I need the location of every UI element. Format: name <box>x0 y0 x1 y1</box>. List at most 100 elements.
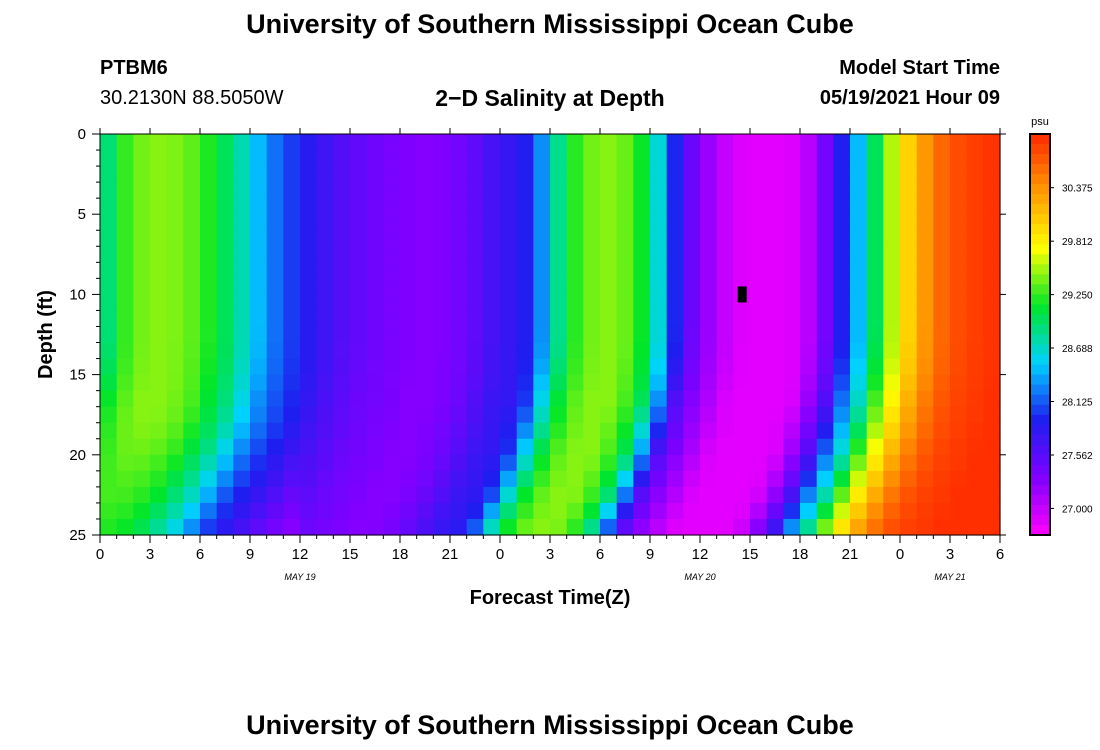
heatmap-cell <box>833 198 851 215</box>
heatmap-cell <box>450 198 468 215</box>
heatmap-cell <box>716 246 734 263</box>
heatmap-cell <box>300 182 318 199</box>
heatmap-cell <box>150 502 168 520</box>
heatmap-cell <box>350 406 368 424</box>
heatmap-cell <box>266 246 284 263</box>
heatmap-cell <box>250 342 268 360</box>
colorbar-swatch <box>1030 354 1050 366</box>
heatmap-cell <box>200 214 218 231</box>
heatmap-cell <box>333 470 351 488</box>
heatmap-cell <box>416 438 434 456</box>
heatmap-cell <box>950 358 968 376</box>
heatmap-cell <box>966 518 984 536</box>
heatmap-cell <box>583 374 601 392</box>
colorbar-swatch <box>1030 444 1050 456</box>
heatmap-cell <box>283 438 301 456</box>
heatmap-cell <box>450 150 468 167</box>
heatmap-cell <box>800 518 818 536</box>
heatmap-cell <box>816 230 834 247</box>
heatmap-cell <box>666 214 684 231</box>
heatmap-cell <box>233 182 251 199</box>
heatmap-cell <box>233 486 251 504</box>
heatmap-cell <box>683 182 701 199</box>
heatmap-cell <box>900 374 918 392</box>
heatmap-cell <box>833 262 851 279</box>
heatmap-cell <box>116 358 134 376</box>
heatmap-cell <box>966 374 984 392</box>
heatmap-cell <box>566 454 584 472</box>
heatmap-cell <box>100 294 118 312</box>
heatmap-cell <box>916 198 934 215</box>
heatmap-cell <box>700 470 718 488</box>
heatmap-cell <box>450 486 468 504</box>
heatmap-cell <box>650 406 668 424</box>
heatmap-cell <box>900 422 918 440</box>
heatmap-cell <box>283 390 301 408</box>
heatmap-cell <box>250 230 268 247</box>
heatmap-cell <box>383 278 401 295</box>
heatmap-cell <box>416 182 434 199</box>
heatmap-cell <box>100 278 118 295</box>
heatmap-cell <box>783 374 801 392</box>
colorbar-swatch <box>1030 294 1050 306</box>
heatmap-cell <box>666 326 684 344</box>
heatmap-cell <box>366 390 384 408</box>
colorbar-swatch <box>1030 414 1050 426</box>
heatmap-cell <box>400 150 418 167</box>
heatmap-cell <box>550 518 568 536</box>
heatmap-cell <box>950 374 968 392</box>
heatmap-cell <box>466 294 484 312</box>
heatmap-cell <box>833 150 851 167</box>
heatmap-cell <box>450 502 468 520</box>
heatmap-cell <box>133 150 151 167</box>
heatmap-cell <box>533 342 551 360</box>
heatmap-cell <box>233 262 251 279</box>
heatmap-cell <box>350 502 368 520</box>
heatmap-cell <box>700 262 718 279</box>
heatmap-cell <box>983 358 1001 376</box>
heatmap-cell <box>166 486 184 504</box>
heatmap-cell <box>766 342 784 360</box>
heatmap-cell <box>483 470 501 488</box>
heatmap-cell <box>100 438 118 456</box>
heatmap-cell <box>716 374 734 392</box>
heatmap-cell <box>583 406 601 424</box>
heatmap-cell <box>350 518 368 536</box>
heatmap-cell <box>166 518 184 536</box>
heatmap-cell <box>783 214 801 231</box>
heatmap-cell <box>166 182 184 199</box>
heatmap-cell <box>200 390 218 408</box>
heatmap-cell <box>300 358 318 376</box>
heatmap-cell <box>500 518 518 536</box>
heatmap-cell <box>716 390 734 408</box>
heatmap-cell <box>600 390 618 408</box>
heatmap-cell <box>733 166 751 183</box>
date-label: MAY 21 <box>934 572 965 582</box>
heatmap-cell <box>116 326 134 344</box>
heatmap-cell <box>583 166 601 183</box>
heatmap-cell <box>983 134 1001 151</box>
heatmap-cell <box>500 246 518 263</box>
heatmap-cell <box>633 262 651 279</box>
heatmap-cell <box>733 214 751 231</box>
heatmap-cell <box>983 390 1001 408</box>
heatmap-cell <box>183 166 201 183</box>
heatmap-cell <box>633 422 651 440</box>
heatmap-cell <box>200 454 218 472</box>
y-axis-label: Depth (ft) <box>35 290 57 379</box>
heatmap-cell <box>650 214 668 231</box>
heatmap-cell <box>733 262 751 279</box>
heatmap-cell <box>583 198 601 215</box>
heatmap-cell <box>816 246 834 263</box>
heatmap-cell <box>566 406 584 424</box>
colorbar-swatch <box>1030 394 1050 406</box>
heatmap-cell <box>733 502 751 520</box>
heatmap-cell <box>483 342 501 360</box>
heatmap-cell <box>766 150 784 167</box>
heatmap-cell <box>633 230 651 247</box>
heatmap-cell <box>150 470 168 488</box>
heatmap-cell <box>583 454 601 472</box>
heatmap-cell <box>183 182 201 199</box>
heatmap-cell <box>933 166 951 183</box>
colorbar-swatch <box>1030 324 1050 336</box>
